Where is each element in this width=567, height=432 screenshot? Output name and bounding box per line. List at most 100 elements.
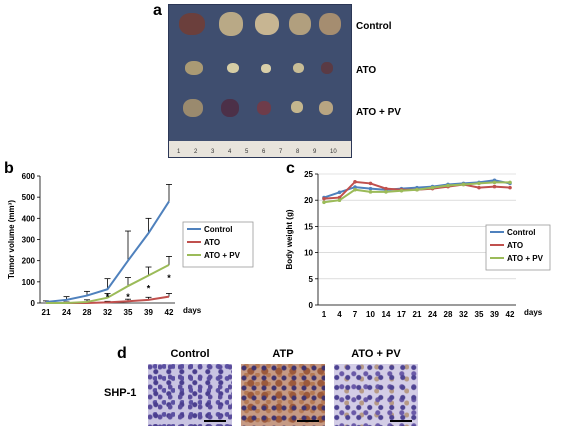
x-tick-label: 10 <box>366 310 375 319</box>
ruler: 1 2 3 4 5 6 7 8 9 10 <box>169 141 351 157</box>
panel-label-a: a <box>153 2 162 19</box>
data-point <box>353 180 357 184</box>
tumor-specimen <box>185 61 203 75</box>
x-tick-label: 21 <box>42 308 51 317</box>
data-point <box>492 180 497 185</box>
data-point <box>368 190 373 194</box>
data-point <box>337 198 342 202</box>
tumor-photograph: 1 2 3 4 5 6 7 8 9 10 <box>168 4 352 158</box>
y-axis-label: Tumor volume (mm³) <box>7 200 16 279</box>
ruler-number: 7 <box>279 149 283 155</box>
group-label-control: Control <box>356 21 392 32</box>
x-tick-label: 7 <box>353 310 358 319</box>
tumor-specimen <box>255 13 279 35</box>
tumor-specimen <box>319 13 341 35</box>
ruler-number: 1 <box>177 149 181 155</box>
data-point <box>477 181 481 186</box>
data-point <box>492 184 497 189</box>
micrograph-ato-pv <box>334 364 418 426</box>
legend-label: ATO + PV <box>507 254 544 263</box>
x-tick-label: 35 <box>124 308 133 317</box>
x-tick-label: 17 <box>397 310 406 319</box>
data-point <box>368 186 373 191</box>
significance-marker: * <box>147 283 151 293</box>
x-tick-label: 4 <box>337 310 342 319</box>
panel-label-d: d <box>117 345 127 362</box>
x-axis-label: days <box>524 308 543 317</box>
x-tick-label: 28 <box>444 310 453 319</box>
micrograph-control <box>148 364 232 426</box>
y-tick-label: 25 <box>304 170 313 179</box>
x-tick-label: 24 <box>428 310 437 319</box>
legend-label: Control <box>507 228 535 237</box>
x-tick-label: 39 <box>490 310 499 319</box>
group-label-ato-pv: ATO + PV <box>356 107 401 118</box>
scale-bar <box>390 420 412 422</box>
x-tick-label: 35 <box>475 310 484 319</box>
x-tick-label: 32 <box>459 310 468 319</box>
x-tick-label: 14 <box>382 310 391 319</box>
ruler-number: 9 <box>313 149 317 155</box>
data-point <box>430 185 435 190</box>
micrograph-column-ato-pv: ATO + PV <box>351 348 401 360</box>
ruler-number: 10 <box>330 149 337 155</box>
y-tick-label: 0 <box>309 301 314 310</box>
tumor-specimen <box>289 13 311 35</box>
y-tick-label: 100 <box>22 278 36 287</box>
significance-marker: * <box>126 292 130 302</box>
tumor-specimen <box>293 63 304 73</box>
significance-marker: * <box>167 273 171 283</box>
tumor-specimen <box>291 101 303 113</box>
x-tick-label: 28 <box>83 308 92 317</box>
y-axis-label: Body weight (g) <box>285 209 294 269</box>
data-point <box>322 200 326 205</box>
data-point <box>446 183 450 188</box>
legend-label: ATO <box>204 238 220 247</box>
scale-bar <box>297 420 319 422</box>
data-point <box>477 185 481 190</box>
tumor-specimen <box>183 99 203 117</box>
y-tick-label: 400 <box>22 214 36 223</box>
legend-label: ATO + PV <box>204 251 241 260</box>
data-point <box>353 185 357 189</box>
tumor-specimen <box>179 13 205 35</box>
data-point <box>415 187 419 192</box>
micrograph-atp <box>241 364 325 426</box>
x-tick-label: 39 <box>144 308 153 317</box>
y-tick-label: 500 <box>22 193 36 202</box>
y-tick-label: 0 <box>31 299 36 308</box>
micrograph-column-atp: ATP <box>272 348 294 360</box>
ruler-number: 5 <box>245 149 249 155</box>
panel-label-b: b <box>4 160 14 177</box>
data-point <box>368 181 373 186</box>
ruler-number: 3 <box>211 149 215 155</box>
micrograph-row-label: SHP-1 <box>104 387 137 399</box>
data-point <box>508 185 512 190</box>
tumor-volume-chart: 0 100 200 300 400 500 600 21 24 28 32 35 39 42 days Tum… <box>7 172 254 317</box>
group-label-ato: ATO <box>356 65 377 76</box>
tumor-specimen <box>227 63 239 73</box>
panel-label-c: c <box>286 160 295 177</box>
tumor-specimen <box>257 101 271 115</box>
tumor-specimen <box>319 101 333 115</box>
x-tick-label: 42 <box>165 308 174 317</box>
tumor-specimen <box>221 99 239 117</box>
x-tick-label: 21 <box>413 310 422 319</box>
x-axis-label: days <box>183 306 202 315</box>
y-tick-label: 300 <box>22 236 36 245</box>
y-tick-label: 5 <box>309 275 314 284</box>
y-tick-label: 15 <box>304 222 313 231</box>
x-tick-label: 32 <box>103 308 112 317</box>
tumor-specimen <box>321 62 333 74</box>
data-point <box>508 180 512 185</box>
data-point <box>384 186 388 191</box>
tumor-specimen <box>261 64 271 73</box>
ruler-number: 4 <box>228 149 232 155</box>
ruler-number: 8 <box>296 149 300 155</box>
x-tick-label: 1 <box>322 310 327 319</box>
x-tick-label: 24 <box>62 308 71 317</box>
legend-label: ATO <box>507 241 523 250</box>
data-point <box>399 188 404 193</box>
ruler-number: 2 <box>194 149 198 155</box>
